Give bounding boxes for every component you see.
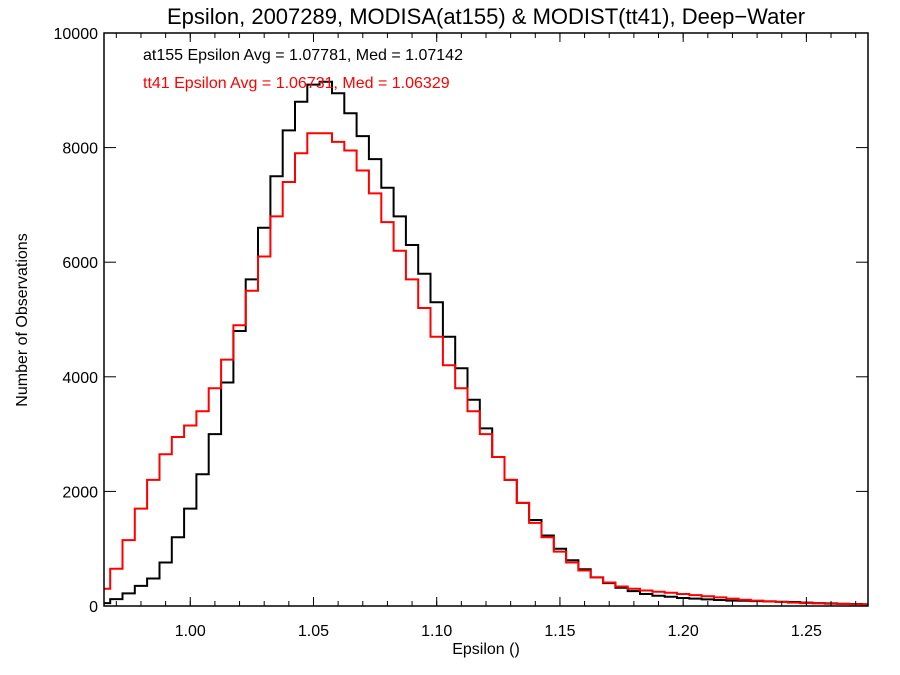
y-tick-label: 4000 [62,370,98,387]
annotation-1: tt41 Epsilon Avg = 1.06731, Med = 1.0632… [143,75,450,92]
y-tick-label: 2000 [62,484,98,501]
x-tick-label: 1.10 [421,623,452,640]
y-axis-label: Number of Observations [14,233,31,406]
annotation-0: at155 Epsilon Avg = 1.07781, Med = 1.071… [143,47,463,64]
x-tick-label: 1.25 [791,623,822,640]
series-line-1 [104,132,868,606]
y-tick-label: 10000 [54,26,99,43]
ticks-layer: 1.00 1.05 1.10 1.15 1.20 1.25 0 2000 4000 6000 800… [54,26,868,640]
y-tick-label: 0 [89,599,98,616]
x-tick-label: 1.15 [544,623,575,640]
y-tick-label: 8000 [62,141,98,158]
y-tick-label: 6000 [62,255,98,272]
series-layer [104,80,868,606]
chart-title: Epsilon, 2007289, MODISA(at155) & MODIST… [167,4,805,29]
x-tick-label: 1.00 [175,623,206,640]
series-line-0 [104,80,868,606]
plot-area: 1.00 1.05 1.10 1.15 1.20 1.25 0 2000 4000 6000 800… [54,26,869,640]
annotations: at155 Epsilon Avg = 1.07781, Med = 1.071… [143,47,463,92]
plot-frame [103,32,869,607]
x-tick-label: 1.20 [668,623,699,640]
x-tick-label: 1.05 [298,623,329,640]
x-axis-label: Epsilon () [452,641,520,658]
